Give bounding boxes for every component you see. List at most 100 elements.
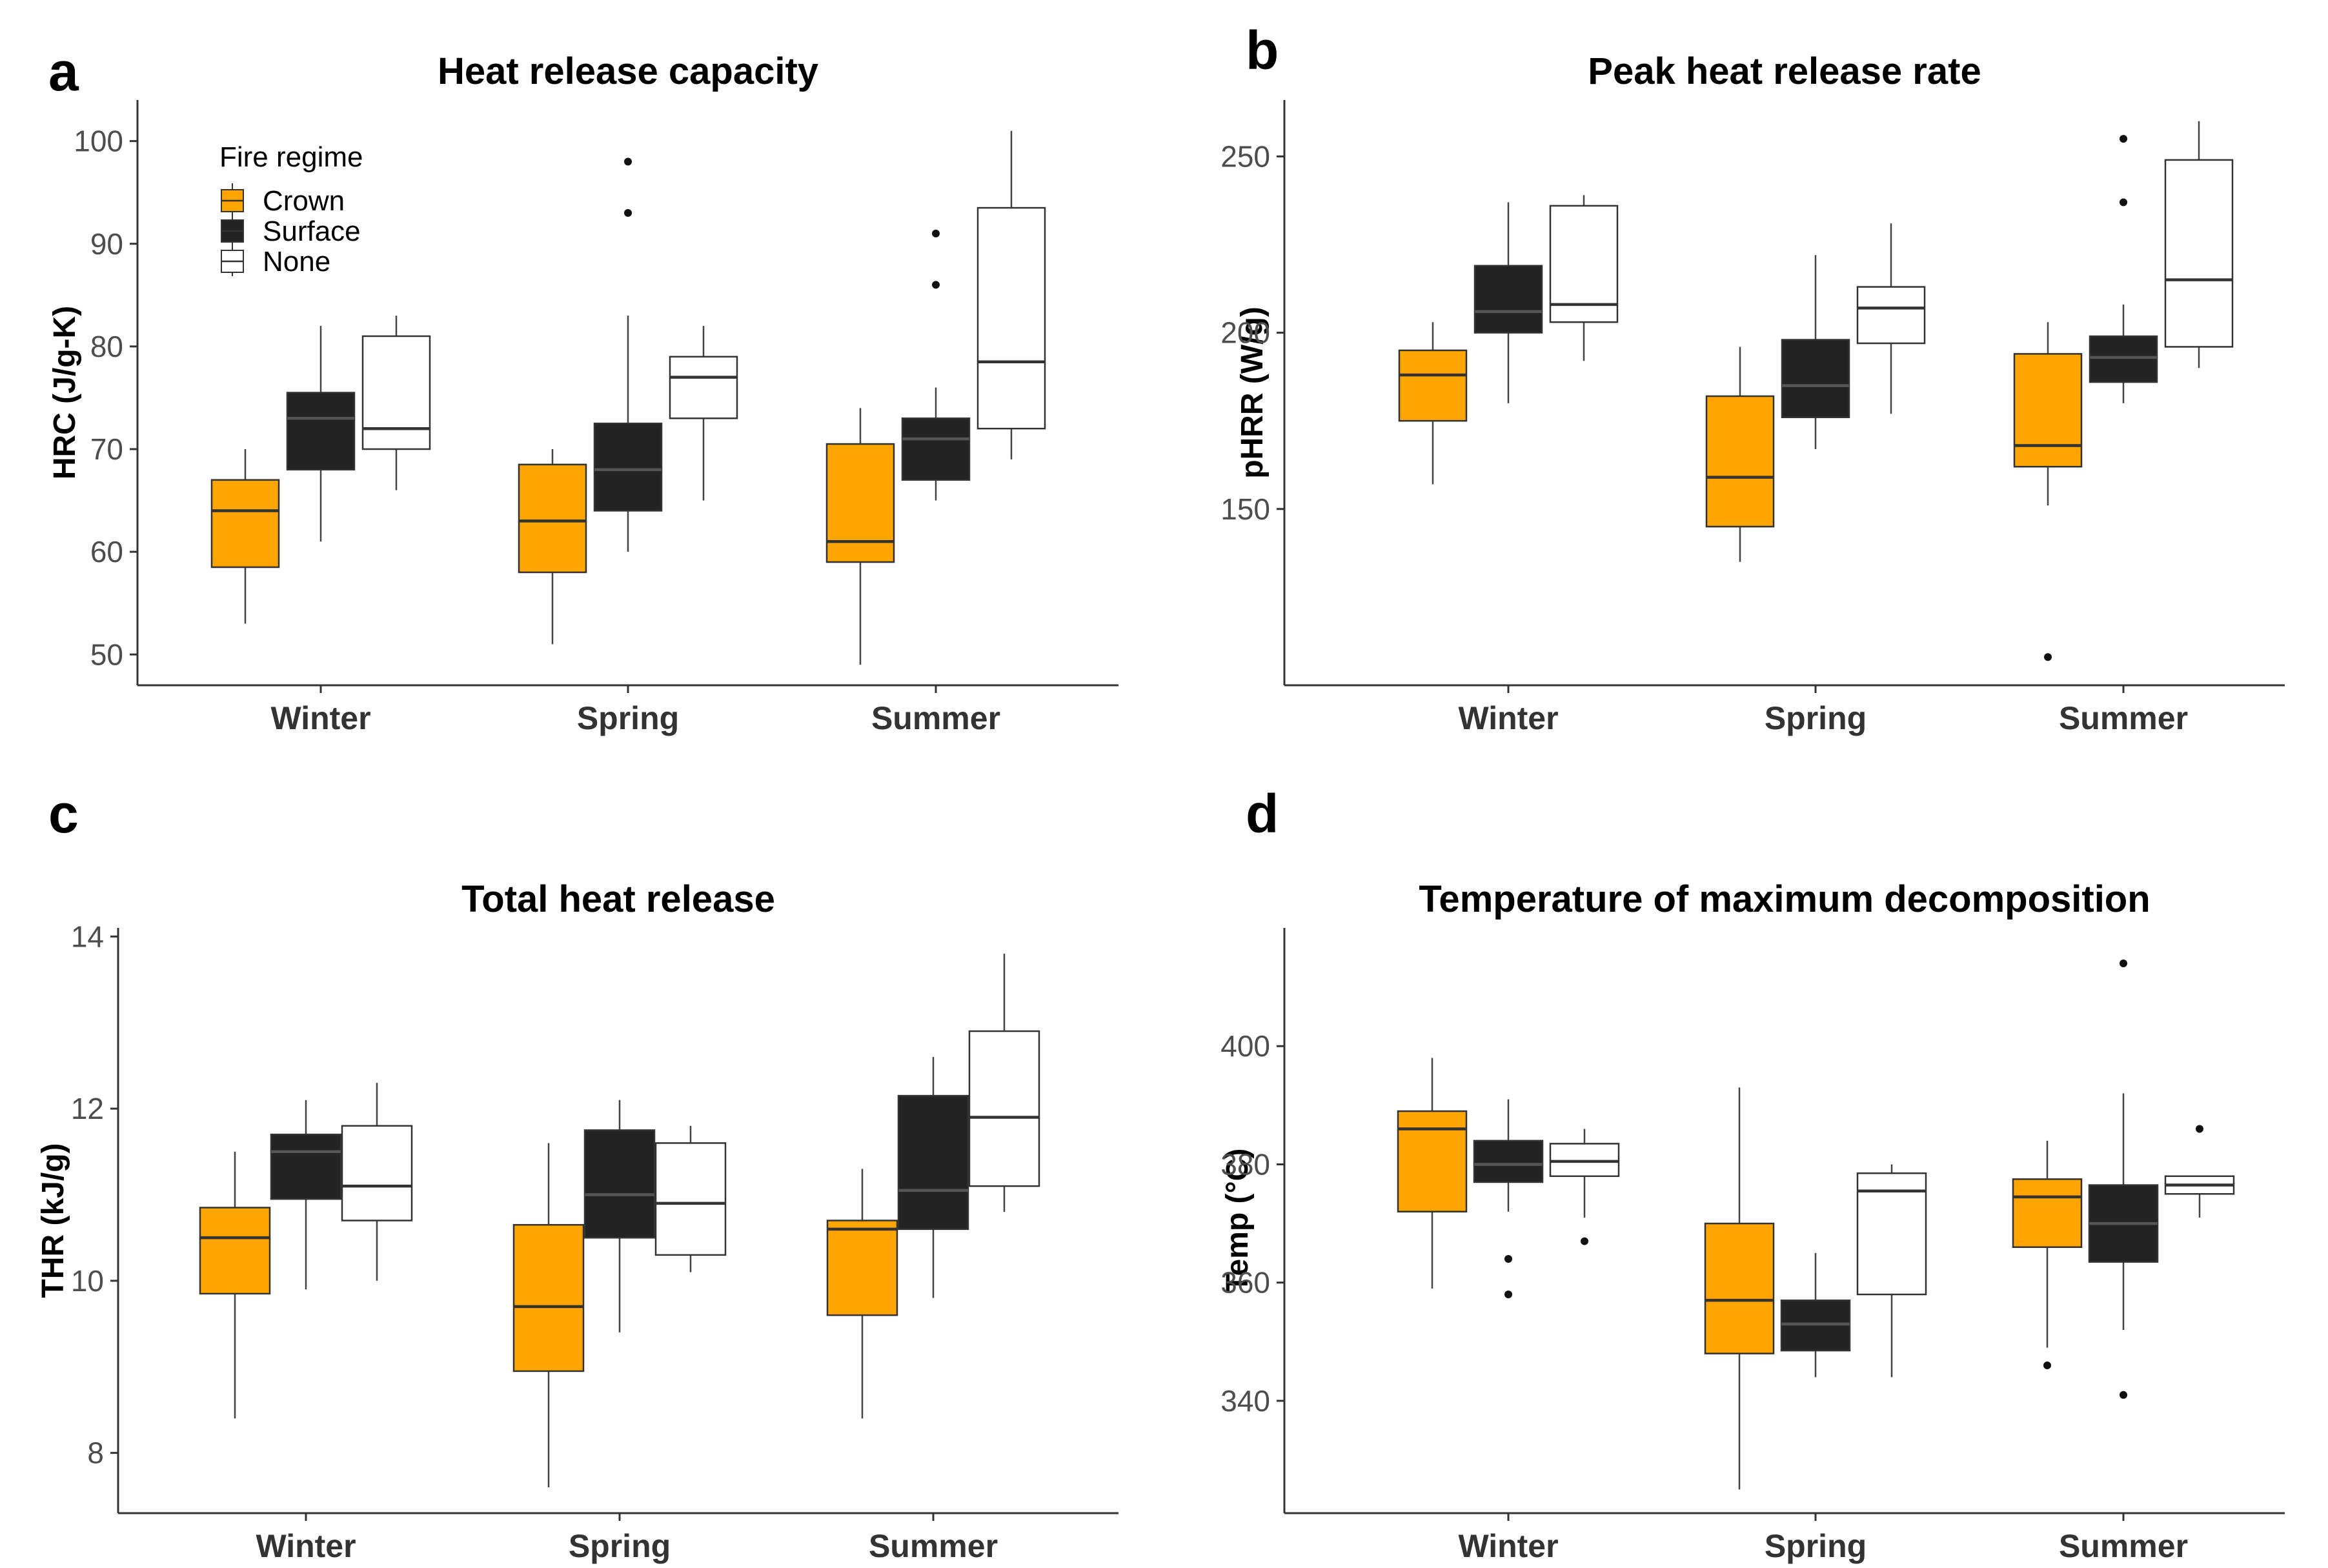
box-iqr: [2012, 1178, 2083, 1248]
box-spring-none: [1856, 1164, 1927, 1378]
box-spring-none: [1856, 223, 1926, 414]
outlier-point: [624, 209, 632, 217]
outlier-point: [1581, 1237, 1588, 1245]
box-iqr: [901, 417, 971, 481]
y-tick-label: 60: [90, 535, 123, 568]
box-winter-crown: [210, 449, 280, 624]
box-iqr: [825, 443, 895, 563]
outlier-point: [2196, 1125, 2203, 1133]
box-iqr: [1473, 265, 1543, 334]
box-winter-none: [1549, 195, 1619, 361]
box-iqr: [1398, 349, 1468, 422]
box-iqr: [286, 392, 356, 471]
x-tick-label: Winter: [1458, 1528, 1558, 1564]
outlier-point: [2120, 1391, 2127, 1399]
box-winter-surface: [286, 326, 356, 542]
box-iqr: [2013, 353, 2083, 468]
box-iqr: [199, 1207, 271, 1295]
x-tick-label: Summer: [2059, 1528, 2188, 1564]
x-tick-label: Summer: [2059, 700, 2188, 736]
y-axis-label: THR (kJ/g): [36, 1143, 70, 1298]
box-iqr: [1473, 1140, 1544, 1183]
box-iqr: [669, 356, 738, 419]
box-iqr: [1397, 1110, 1468, 1213]
x-tick-label: Spring: [569, 1528, 671, 1564]
box-summer-none: [2164, 1125, 2235, 1218]
outlier-point: [2120, 135, 2127, 143]
panel-a: a Heat release capacity HRC (J/g-K) 50 60 70 8…: [48, 41, 1118, 736]
y-tick-label: 70: [90, 432, 123, 466]
panel-label: c: [48, 783, 79, 844]
box-iqr: [1549, 205, 1619, 323]
y-tick-label: 8: [87, 1436, 104, 1470]
x-tick-label: Spring: [1765, 1528, 1867, 1564]
box-iqr: [512, 1223, 585, 1372]
panel-label: a: [48, 41, 79, 102]
box-iqr: [2164, 159, 2234, 348]
box-iqr: [2089, 335, 2158, 383]
panel-d: d Temperature of maximum decomposition Tem…: [1220, 783, 2285, 1564]
chart-title: Peak heat release rate: [1588, 50, 1981, 92]
box-iqr: [1856, 286, 1926, 345]
box-summer-none: [968, 954, 1040, 1212]
outlier-point: [2120, 198, 2127, 206]
y-tick-label: 340: [1220, 1384, 1270, 1418]
x-tick-label: Summer: [869, 1528, 998, 1564]
outlier-point: [932, 281, 940, 289]
y-tick-label: 100: [74, 125, 123, 158]
box-summer-surface: [901, 229, 971, 501]
box-winter-none: [341, 1083, 413, 1281]
outlier-point: [624, 157, 632, 166]
legend-title: Fire regime: [219, 141, 363, 173]
box-spring-surface: [1781, 255, 1850, 449]
x-tick-label: Spring: [1765, 700, 1867, 736]
box-summer-surface: [2089, 135, 2158, 403]
panel-c: c Total heat release THR (kJ/g) 8 10 12 14 Wint…: [36, 783, 1118, 1564]
legend-label: Surface: [263, 216, 361, 247]
box-summer-crown: [2012, 1140, 2083, 1369]
box-winter-surface: [1473, 1099, 1544, 1299]
chart-title: Total heat release: [461, 878, 775, 920]
x-tick-label: Winter: [1458, 700, 1558, 736]
box-summer-crown: [826, 1169, 898, 1419]
y-axis-label: HRC (J/g-K): [48, 306, 82, 479]
y-axis-label: Temp (°C): [1220, 1149, 1255, 1293]
outlier-point: [2043, 1361, 2051, 1369]
y-axis-label: pHRR (W/g): [1235, 307, 1270, 479]
box-winter-none: [1549, 1129, 1620, 1245]
outlier-point: [932, 229, 940, 237]
legend-label: None: [263, 246, 330, 277]
box-iqr: [593, 422, 663, 512]
box-iqr: [361, 335, 431, 450]
y-tick-label: 10: [71, 1264, 104, 1298]
box-iqr: [968, 1030, 1040, 1187]
box-iqr: [583, 1129, 656, 1239]
box-winter-crown: [1398, 322, 1468, 485]
box-spring-crown: [1704, 1087, 1775, 1490]
box-iqr: [1549, 1143, 1620, 1178]
box-winter-crown: [1397, 1058, 1468, 1289]
box-iqr: [270, 1133, 342, 1200]
box-winter-surface: [270, 1100, 342, 1290]
legend-item-crown: Crown: [221, 183, 345, 217]
y-tick-label: 400: [1220, 1029, 1270, 1063]
legend-label: Crown: [263, 185, 345, 217]
box-iqr: [897, 1094, 969, 1231]
y-tick-label: 80: [90, 330, 123, 363]
box-iqr: [1705, 395, 1775, 528]
box-spring-none: [669, 326, 738, 501]
box-spring-surface: [593, 157, 663, 552]
x-tick-label: Winter: [270, 700, 370, 736]
panel-label: b: [1246, 20, 1279, 81]
box-winter-surface: [1473, 202, 1543, 403]
y-tick-label: 250: [1220, 139, 1270, 173]
legend-item-none: None: [221, 244, 330, 277]
y-tick-label: 380: [1220, 1147, 1270, 1181]
box-spring-surface: [583, 1100, 656, 1332]
outlier-point: [1504, 1291, 1512, 1299]
chart-title: Heat release capacity: [438, 50, 818, 92]
box-summer-crown: [825, 408, 895, 665]
box-winter-none: [361, 316, 431, 490]
box-iqr: [826, 1220, 898, 1316]
